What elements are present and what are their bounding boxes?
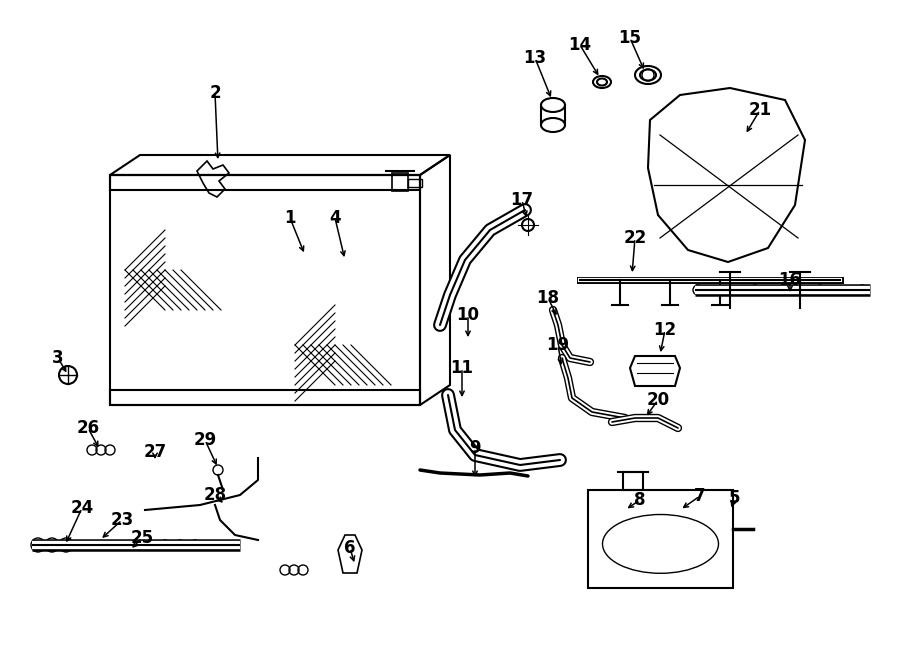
Text: 13: 13 <box>524 49 546 67</box>
Text: 23: 23 <box>111 511 133 529</box>
Text: 24: 24 <box>70 499 94 517</box>
Text: 15: 15 <box>618 29 642 47</box>
Text: 8: 8 <box>634 491 646 509</box>
Text: 18: 18 <box>536 289 560 307</box>
Text: 10: 10 <box>456 306 480 324</box>
Text: 29: 29 <box>194 431 217 449</box>
Text: 1: 1 <box>284 209 296 227</box>
Text: 21: 21 <box>749 101 771 119</box>
Bar <box>623 472 643 490</box>
Text: 26: 26 <box>76 419 100 437</box>
Text: 5: 5 <box>729 489 741 507</box>
Text: 4: 4 <box>329 209 341 227</box>
Text: 28: 28 <box>203 486 227 504</box>
Text: 17: 17 <box>510 191 534 209</box>
Text: 25: 25 <box>130 529 154 547</box>
Text: 3: 3 <box>52 349 64 367</box>
Text: 20: 20 <box>646 391 670 409</box>
Text: 9: 9 <box>469 439 481 457</box>
Text: 16: 16 <box>778 271 802 289</box>
Bar <box>588 490 733 588</box>
Text: 19: 19 <box>546 336 570 354</box>
Text: 6: 6 <box>344 539 356 557</box>
Text: 12: 12 <box>653 321 677 339</box>
Text: 14: 14 <box>569 36 591 54</box>
Text: 27: 27 <box>143 443 166 461</box>
Text: 11: 11 <box>451 359 473 377</box>
Text: 22: 22 <box>624 229 646 247</box>
Text: 2: 2 <box>209 84 220 102</box>
Text: 7: 7 <box>694 487 706 505</box>
